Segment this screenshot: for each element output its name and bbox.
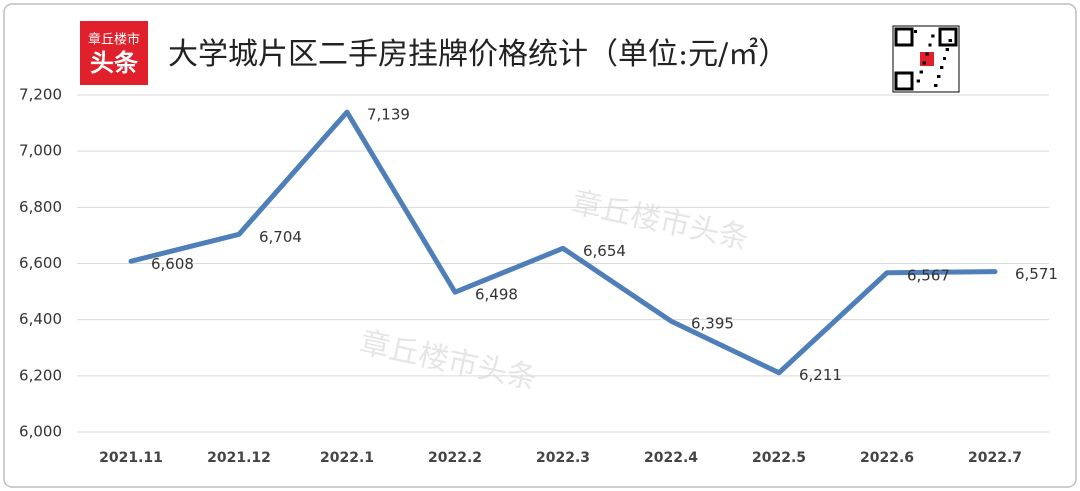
x-tick-label: 2021.11 <box>99 450 163 466</box>
x-tick-label: 2021.12 <box>207 450 271 466</box>
data-label: 6,211 <box>799 366 842 384</box>
y-tick-label: 6,600 <box>19 254 62 272</box>
x-tick-label: 2022.2 <box>428 450 482 466</box>
x-tick-label: 2022.1 <box>320 450 374 466</box>
logo-text: 章丘楼市 <box>88 32 140 48</box>
qr-dot <box>943 57 946 60</box>
qr-dot <box>922 61 926 65</box>
qr-dot <box>948 39 952 42</box>
y-tick-label: 6,000 <box>19 423 62 441</box>
qr-dot <box>916 79 920 83</box>
qr-dot <box>940 66 944 69</box>
qr-dot <box>928 43 932 47</box>
x-tick-label: 2022.6 <box>860 450 914 466</box>
qr-dot <box>934 84 938 87</box>
data-label: 6,608 <box>151 255 194 273</box>
x-tick-label: 2022.4 <box>644 450 698 466</box>
qr-dot <box>931 34 935 38</box>
y-tick-label: 6,400 <box>19 310 62 328</box>
y-tick-label: 7,000 <box>19 142 62 160</box>
qr-dot <box>937 75 941 78</box>
data-label: 6,704 <box>259 228 302 246</box>
chart-title: 大学城片区二手房挂牌价格统计（单位:元/㎡） <box>168 37 788 72</box>
data-label: 6,498 <box>475 286 518 304</box>
data-label: 6,571 <box>1015 265 1058 283</box>
y-tick-label: 6,800 <box>19 198 62 216</box>
data-label: 7,139 <box>367 106 410 124</box>
data-label: 6,654 <box>583 242 626 260</box>
x-tick-label: 2022.7 <box>968 450 1022 466</box>
x-tick-label: 2022.3 <box>536 450 590 466</box>
x-tick-label: 2022.5 <box>752 450 806 466</box>
y-tick-label: 6,200 <box>19 366 62 384</box>
qr-dot <box>919 70 923 74</box>
qr-dot <box>945 48 949 51</box>
logo <box>80 21 148 85</box>
y-tick-label: 7,200 <box>19 86 62 104</box>
qr-code <box>892 25 960 93</box>
qr-dot <box>925 52 929 56</box>
chart-border <box>3 3 1077 488</box>
logo-text: 头条 <box>90 49 139 77</box>
data-label: 6,567 <box>907 266 950 284</box>
data-label: 6,395 <box>691 315 734 333</box>
line <box>128 109 998 376</box>
qr-dot <box>914 30 917 33</box>
